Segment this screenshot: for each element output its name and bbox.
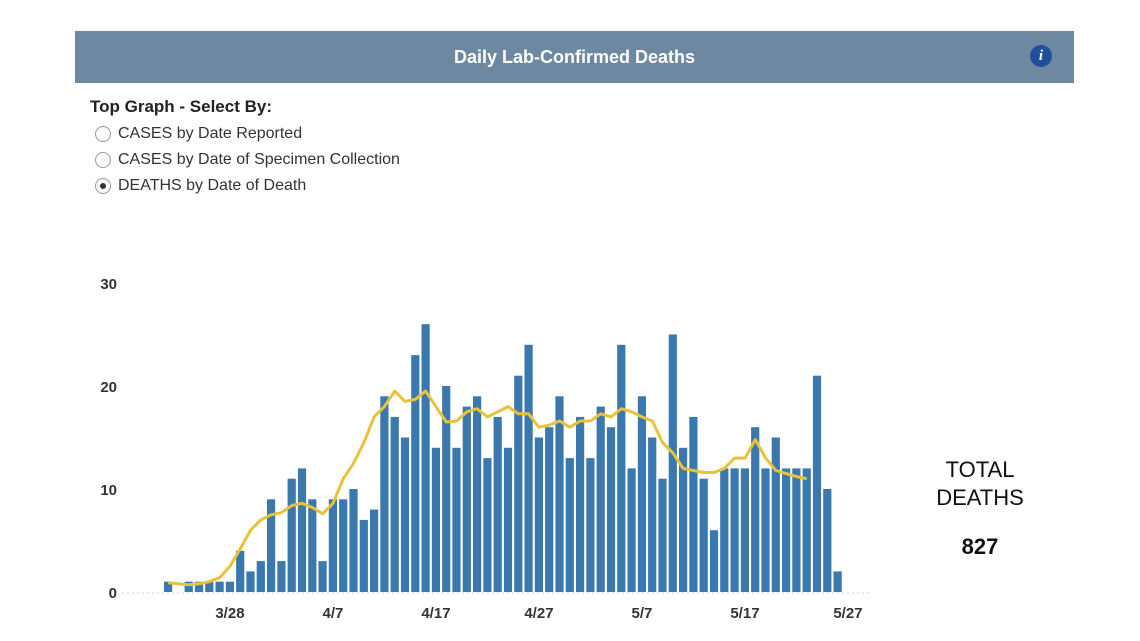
x-tick-label: 5/17: [730, 605, 759, 622]
bar: [823, 489, 832, 592]
bar: [771, 437, 780, 592]
bar: [514, 375, 523, 592]
radio-cases-specimen-collection[interactable]: [95, 152, 111, 168]
option-label: CASES by Date of Specimen Collection: [118, 151, 400, 168]
bar: [164, 581, 173, 592]
x-tick-label: 5/7: [632, 605, 653, 622]
y-tick-label: 30: [100, 276, 117, 293]
bar: [679, 447, 688, 592]
bar: [297, 468, 307, 592]
chart-title: Daily Lab-Confirmed Deaths: [453, 47, 696, 67]
bar: [534, 437, 543, 592]
total-deaths-value: 827: [961, 534, 999, 559]
bar: [576, 416, 585, 592]
x-tick-label: 4/27: [524, 605, 553, 622]
graph-selector: Top Graph - Select By: CASES by Date Rep…: [90, 97, 400, 199]
bar: [194, 581, 204, 592]
bar: [246, 571, 255, 592]
option-label: DEATHS by Date of Death: [118, 177, 307, 194]
moving-average-line: [168, 389, 808, 587]
bar: [627, 468, 636, 592]
bar: [596, 406, 605, 592]
bar: [452, 447, 461, 592]
bar: [545, 427, 554, 592]
option-label: CASES by Date Reported: [118, 125, 303, 142]
bar: [215, 581, 224, 592]
option-deaths-date-of-death[interactable]: DEATHS by Date of Death: [90, 173, 400, 199]
x-tick-label: 5/27: [833, 605, 862, 622]
selector-title: Top Graph - Select By:: [90, 97, 272, 116]
bar: [308, 499, 317, 592]
option-cases-date-reported[interactable]: CASES by Date Reported: [90, 121, 400, 147]
bar: [431, 447, 440, 592]
bar: [720, 468, 729, 592]
bar: [184, 581, 193, 592]
chart-header: Daily Lab-Confirmed Deaths i: [75, 31, 1074, 83]
total-label-line1: TOTAL: [945, 457, 1015, 482]
total-deaths-label: TOTAL DEATHS: [910, 456, 1050, 512]
bar: [792, 468, 801, 592]
bar: [730, 468, 739, 592]
bar: [411, 355, 420, 592]
bar: [339, 499, 348, 592]
bar: [740, 468, 749, 592]
bar: [709, 530, 719, 592]
bar: [390, 416, 399, 592]
y-tick-label: 0: [109, 585, 117, 602]
bar: [236, 550, 245, 592]
x-tick-label: 4/17: [421, 605, 450, 622]
bar: [400, 437, 410, 592]
bar: [277, 561, 286, 592]
bar: [349, 489, 358, 592]
bar: [503, 447, 513, 592]
bar: [256, 561, 265, 592]
bar: [637, 396, 646, 592]
bar: [689, 416, 698, 592]
x-tick-label: 4/7: [323, 605, 344, 622]
bar: [483, 458, 492, 592]
y-tick-label: 10: [100, 482, 117, 499]
bar: [617, 344, 626, 592]
bar: [359, 519, 368, 592]
bar: [606, 427, 616, 592]
info-icon[interactable]: i: [1030, 45, 1052, 67]
bar: [380, 396, 389, 592]
bar: [287, 478, 296, 592]
bar: [421, 324, 430, 592]
bar: [782, 468, 791, 592]
bar: [699, 478, 708, 592]
bar: [668, 334, 677, 592]
bar: [565, 458, 574, 592]
bar: [473, 396, 482, 592]
bar: [761, 468, 770, 592]
radio-deaths-date-of-death[interactable]: [95, 178, 111, 194]
bar: [524, 344, 533, 592]
bar: [205, 581, 214, 592]
bar: [493, 416, 502, 592]
option-cases-specimen-collection[interactable]: CASES by Date of Specimen Collection: [90, 147, 400, 173]
y-tick-label: 20: [100, 379, 117, 396]
bar: [751, 427, 760, 592]
bar: [833, 571, 842, 592]
bar: [555, 396, 564, 592]
bar: [812, 375, 822, 592]
x-tick-label: 3/28: [215, 605, 244, 622]
bar: [225, 581, 234, 592]
total-label-line2: DEATHS: [936, 485, 1024, 510]
radio-cases-date-reported[interactable]: [95, 126, 111, 142]
bar: [648, 437, 657, 592]
bar: [328, 499, 337, 592]
bar: [370, 509, 379, 592]
bar: [462, 406, 471, 592]
bar: [802, 468, 811, 592]
bar: [318, 561, 327, 592]
bar: [442, 386, 451, 592]
bar: [267, 499, 276, 592]
bar: [658, 478, 667, 592]
bar: [586, 458, 595, 592]
